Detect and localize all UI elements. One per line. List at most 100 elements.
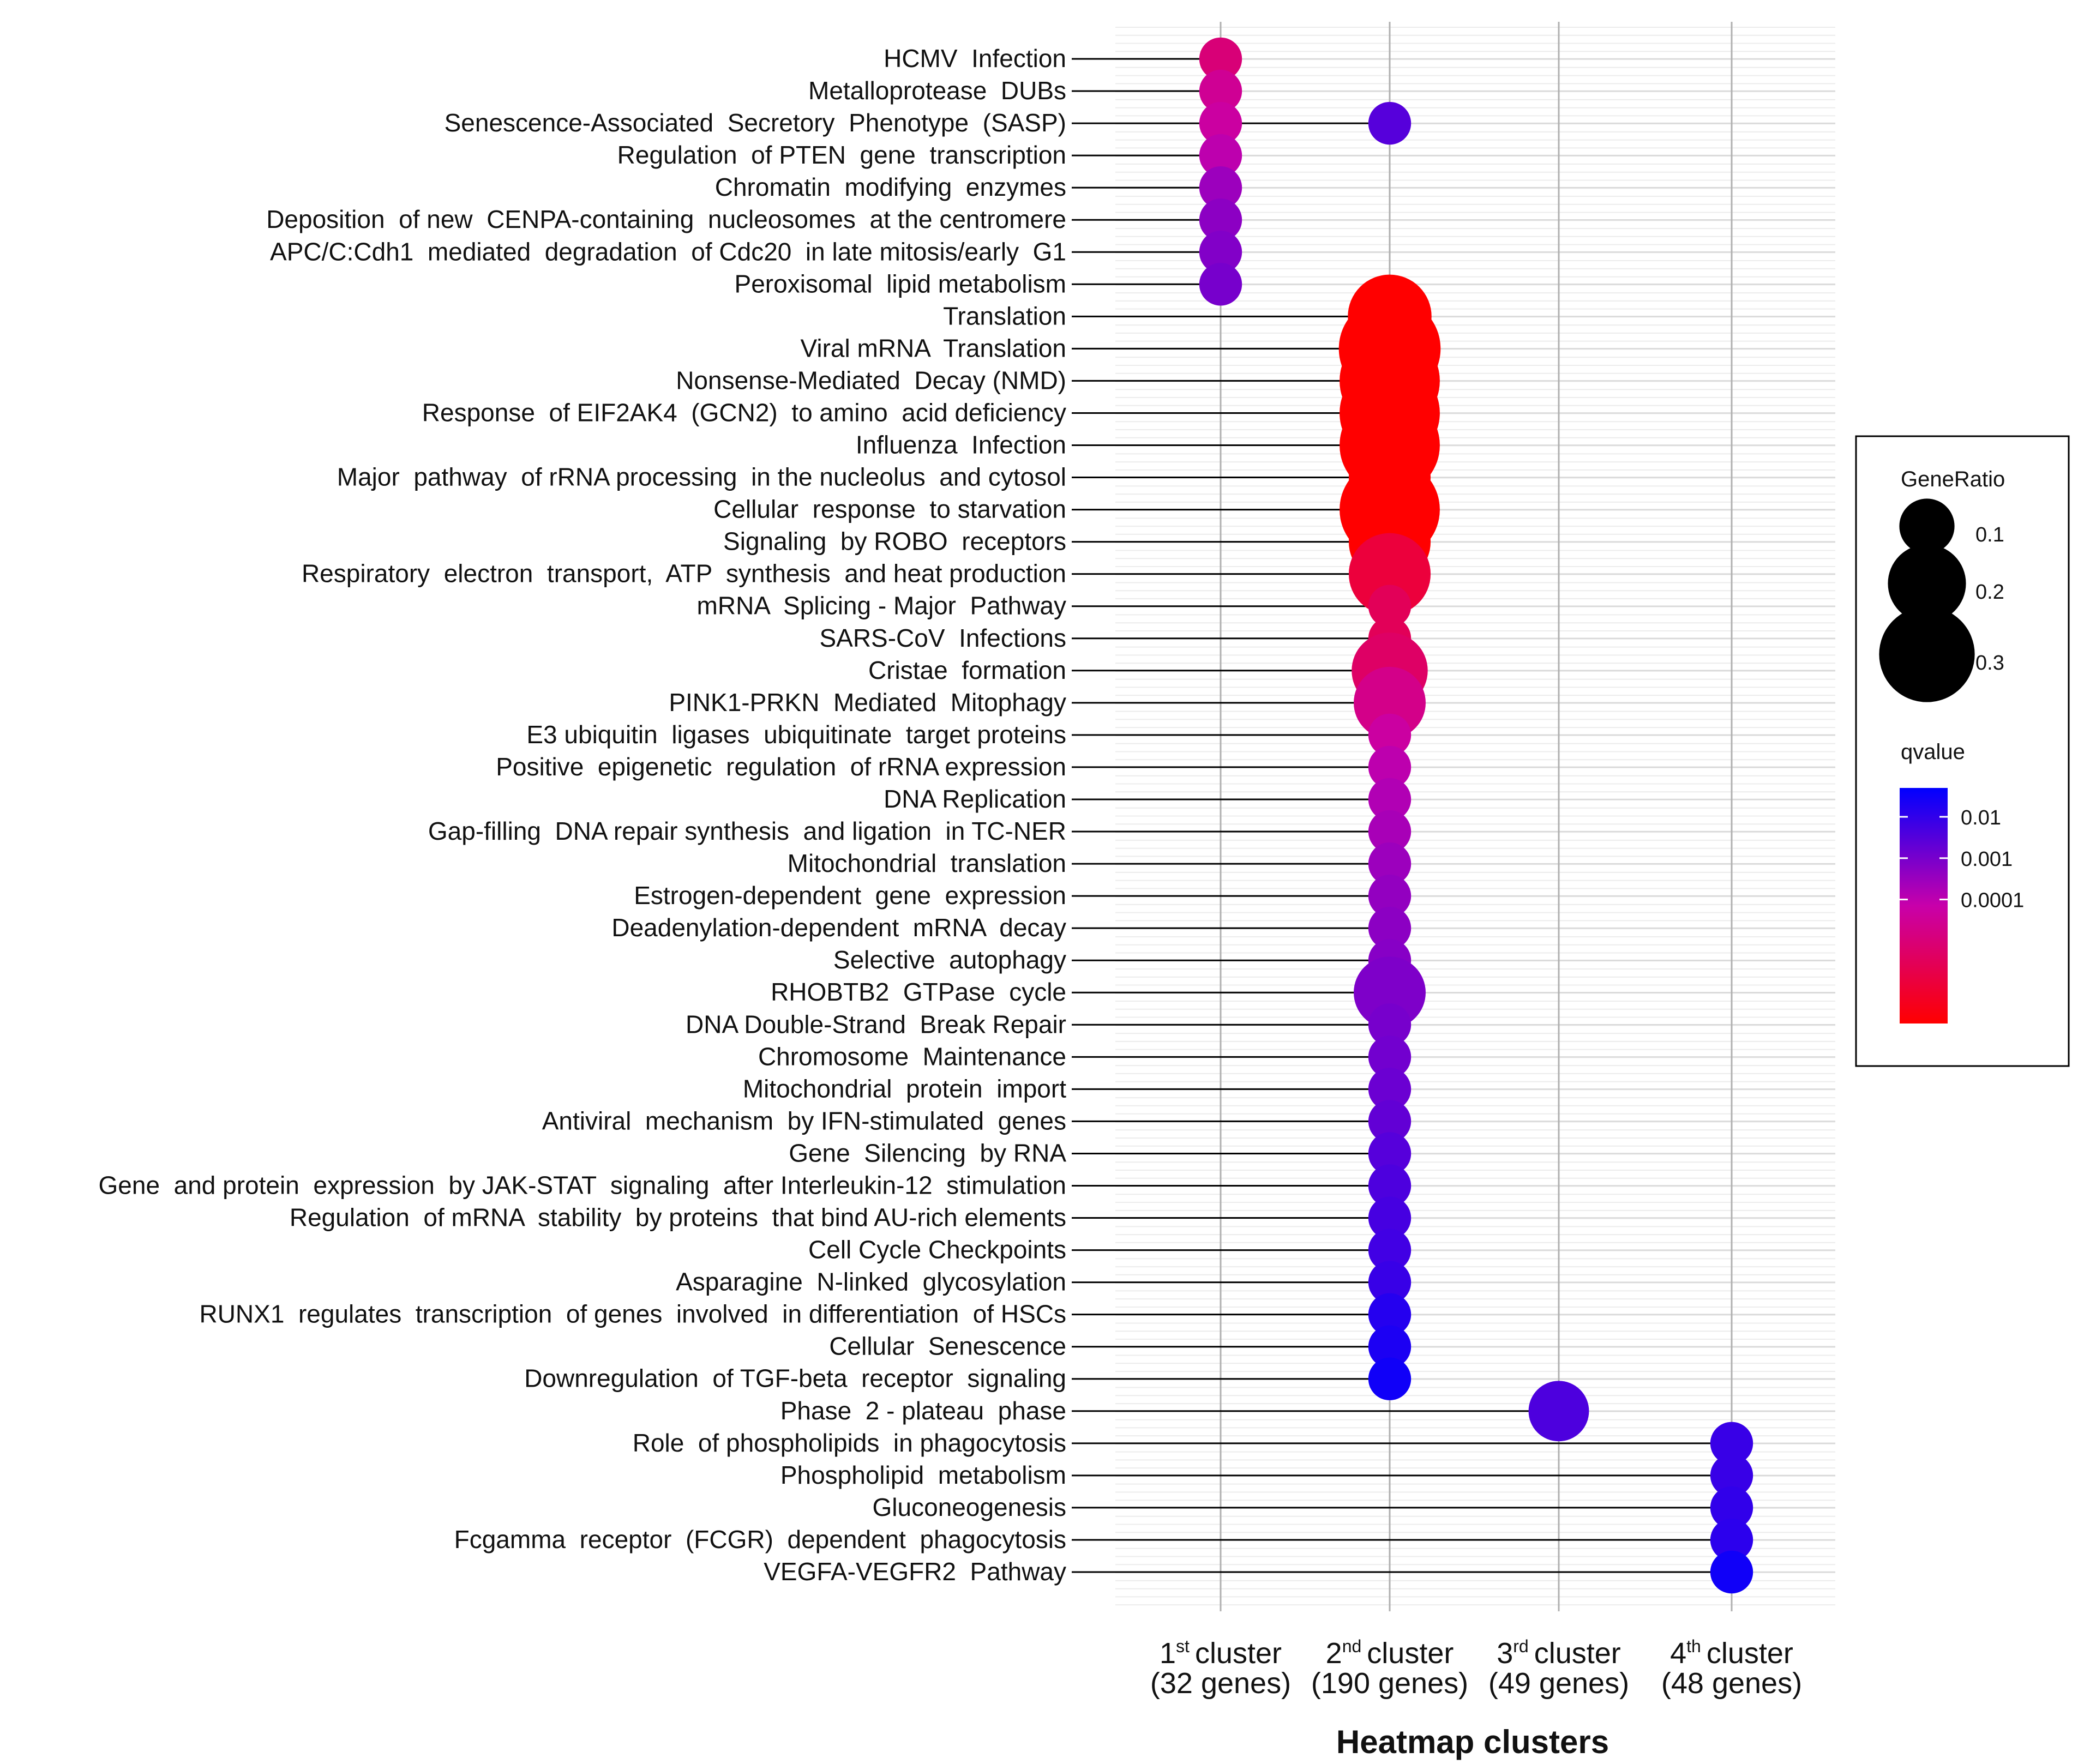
data-point xyxy=(1368,778,1412,821)
term-label: DNA Double-Strand Break Repair xyxy=(686,1010,1066,1038)
size-legend: 0.1 0.2 0.3 xyxy=(1879,498,2004,702)
cluster-ordinal-suffix: nd xyxy=(1342,1636,1362,1656)
data-point xyxy=(1710,1486,1753,1530)
term-label: Antiviral mechanism by IFN-stimulated ge… xyxy=(542,1106,1066,1135)
size-legend-key xyxy=(1879,606,1975,702)
legend: GeneRatio 0.1 0.2 0.3 qvalue 0.01 0.001 0.00… xyxy=(1855,435,2070,1067)
data-point xyxy=(1368,1196,1412,1239)
data-point xyxy=(1368,1293,1412,1336)
cluster-tick-label: 4th cluster xyxy=(1670,1636,1793,1670)
cluster-word: cluster xyxy=(1707,1637,1793,1670)
term-label: Asparagine N-linked glycosylation xyxy=(676,1268,1066,1296)
term-label: SARS-CoV Infections xyxy=(819,624,1066,652)
color-legend-label: 0.0001 xyxy=(1961,889,2024,912)
term-label: PINK1-PRKN Mediated Mitophagy xyxy=(669,688,1066,717)
cluster-ordinal-suffix: st xyxy=(1176,1636,1190,1656)
legend-box xyxy=(1855,435,2070,1067)
term-label: Gene and protein expression by JAK-STAT … xyxy=(99,1171,1066,1199)
term-label: Downregulation of TGF-beta receptor sign… xyxy=(524,1364,1066,1393)
size-legend-key xyxy=(1888,544,1966,623)
term-label: RUNX1 regulates transcription of genes i… xyxy=(199,1300,1066,1328)
data-point xyxy=(1199,231,1242,274)
term-label: Selective autophagy xyxy=(833,946,1066,974)
size-legend-label: 0.1 xyxy=(1975,523,2004,546)
term-label: Regulation of PTEN gene transcription xyxy=(617,141,1066,169)
term-labels: HCMV Infection Metalloprotease DUBs Senesc… xyxy=(99,44,1067,1586)
cluster-ordinal: 4 xyxy=(1670,1637,1686,1670)
cluster-genes-label: (48 genes) xyxy=(1661,1667,1802,1700)
data-point xyxy=(1199,198,1242,242)
term-label: Mitochondrial translation xyxy=(788,849,1066,877)
term-label: Chromosome Maintenance xyxy=(758,1042,1066,1070)
cluster-ordinal-suffix: rd xyxy=(1513,1636,1528,1656)
color-legend-label: 0.001 xyxy=(1961,848,2013,871)
legend-size-title: GeneRatio xyxy=(1901,467,2005,491)
term-label: Cellular Senescence xyxy=(829,1332,1066,1360)
data-point xyxy=(1368,745,1412,789)
term-label: Positive epigenetic regulation of rRNA e… xyxy=(496,752,1066,781)
data-point xyxy=(1368,1325,1412,1368)
cluster-genes-label: (49 genes) xyxy=(1488,1667,1629,1700)
data-point xyxy=(1368,874,1412,918)
data-point xyxy=(1354,956,1426,1029)
term-label: Gluconeogenesis xyxy=(873,1493,1066,1521)
term-label: Chromatin modifying enzymes xyxy=(715,173,1066,201)
x-axis-title: Heatmap clusters xyxy=(1336,1724,1609,1760)
color-legend-label: 0.01 xyxy=(1961,806,2001,829)
data-point xyxy=(1199,134,1242,177)
data-point xyxy=(1368,1068,1412,1111)
term-label: Mitochondrial protein import xyxy=(743,1074,1066,1103)
term-label: APC/C:Cdh1 mediated degradation of Cdc20… xyxy=(270,237,1066,266)
term-label: Metalloprotease DUBs xyxy=(808,76,1066,105)
data-point xyxy=(1710,1550,1753,1594)
cluster-tick-label: 1st cluster xyxy=(1160,1636,1282,1670)
term-label: Cellular response to starvation xyxy=(713,495,1066,523)
qvalue-colorbar xyxy=(1900,788,1948,1024)
term-label: Fcgamma receptor (FCGR) dependent phagoc… xyxy=(454,1525,1066,1554)
term-label: Gene Silencing by RNA xyxy=(789,1139,1066,1167)
data-point xyxy=(1199,263,1242,306)
data-point xyxy=(1710,1422,1753,1465)
term-label: HCMV Infection xyxy=(884,44,1066,73)
cluster-ordinal: 2 xyxy=(1326,1637,1342,1670)
cluster-ordinal-suffix: th xyxy=(1686,1636,1701,1656)
term-label: Peroxisomal lipid metabolism xyxy=(735,269,1066,298)
data-point xyxy=(1710,1518,1753,1562)
term-label: DNA Replication xyxy=(884,785,1066,813)
size-legend-label: 0.3 xyxy=(1975,652,2004,675)
size-legend-key xyxy=(1899,498,1955,554)
term-label: Cristae formation xyxy=(868,656,1066,684)
term-label: Deposition of new CENPA-containing nucle… xyxy=(266,205,1066,233)
term-label: Influenza Infection xyxy=(856,431,1066,459)
cluster-word: cluster xyxy=(1534,1637,1621,1670)
data-point xyxy=(1368,1132,1412,1175)
data-point xyxy=(1528,1381,1589,1442)
data-point xyxy=(1368,1003,1412,1046)
data-point xyxy=(1368,1261,1412,1304)
data-point xyxy=(1348,533,1431,615)
legend-color-title: qvalue xyxy=(1901,740,1965,764)
term-label: Signaling by ROBO receptors xyxy=(723,527,1066,556)
data-point xyxy=(1199,37,1242,81)
cluster-genes-label: (190 genes) xyxy=(1311,1667,1468,1700)
term-label: mRNA Splicing - Major Pathway xyxy=(697,592,1066,620)
term-label: Response of EIF2AK4 (GCN2) to amino acid… xyxy=(422,398,1066,426)
term-label: Phospholipid metabolism xyxy=(780,1461,1066,1489)
data-point xyxy=(1368,906,1412,950)
data-point xyxy=(1368,585,1412,628)
term-label: VEGFA-VEGFR2 Pathway xyxy=(764,1557,1066,1586)
term-label: Role of phospholipids in phagocytosis xyxy=(633,1429,1066,1457)
data-point xyxy=(1354,666,1426,739)
cluster-genes-label: (32 genes) xyxy=(1150,1667,1291,1700)
data-point xyxy=(1368,1357,1412,1400)
data-point xyxy=(1368,810,1412,853)
cluster-word: cluster xyxy=(1195,1637,1282,1670)
term-label: Nonsense-Mediated Decay (NMD) xyxy=(676,366,1066,394)
size-legend-label: 0.2 xyxy=(1975,581,2004,604)
data-point xyxy=(1199,101,1242,145)
term-label: E3 ubiquitin ligases ubiquitinate target… xyxy=(526,720,1066,749)
term-label: Cell Cycle Checkpoints xyxy=(808,1236,1066,1264)
data-point xyxy=(1368,1164,1412,1207)
data-point xyxy=(1368,1100,1412,1143)
data-point xyxy=(1199,166,1242,209)
